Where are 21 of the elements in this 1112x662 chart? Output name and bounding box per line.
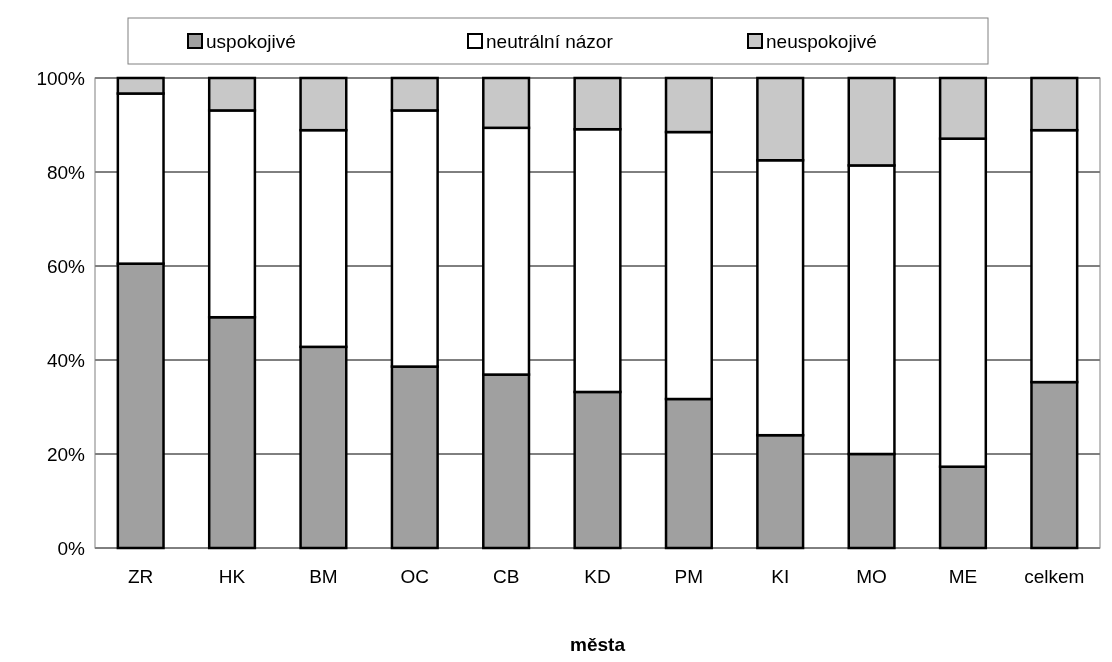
legend-label: uspokojivé xyxy=(206,30,296,52)
x-tick-label: CB xyxy=(492,566,520,587)
x-tick-label: MO xyxy=(856,566,887,587)
y-tick-label: 100% xyxy=(36,67,86,89)
y-tick-label: 60% xyxy=(46,255,86,277)
y-tick-label: 80% xyxy=(46,161,86,183)
x-tick-label: HK xyxy=(218,566,246,587)
x-tick-label: celkem xyxy=(1024,566,1085,587)
x-axis-title: města xyxy=(570,634,626,655)
x-tick-label: BM xyxy=(309,566,338,587)
y-tick-label: 20% xyxy=(46,443,86,465)
x-tick-label: ME xyxy=(948,566,978,587)
x-tick-label: KD xyxy=(584,566,611,587)
legend-label: neuspokojivé xyxy=(766,30,877,52)
x-tick-label: KI xyxy=(771,566,790,587)
y-tick-label: 0% xyxy=(57,537,86,559)
x-tick-label: PM xyxy=(674,566,704,587)
x-tick-label: OC xyxy=(400,566,430,587)
legend-label: neutrální názor xyxy=(486,30,614,52)
x-tick-label: ZR xyxy=(128,566,154,587)
y-tick-label: 40% xyxy=(46,349,86,371)
